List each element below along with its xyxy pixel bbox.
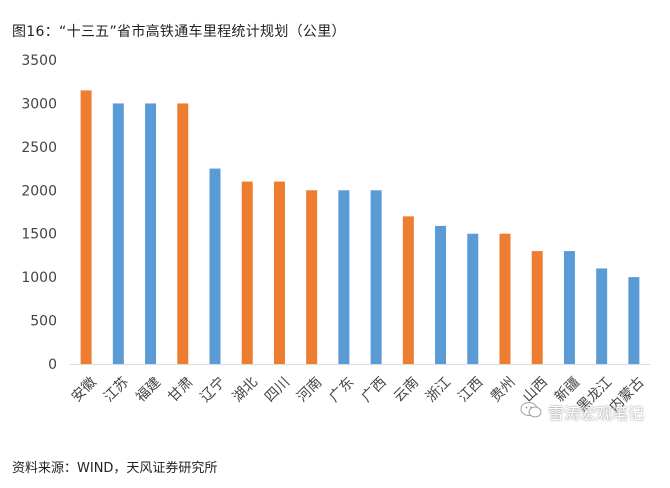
figure-title: 图16：“十三五”省市高铁通车里程统计规划（公里）: [12, 24, 346, 40]
bar-江西: [467, 233, 479, 364]
bar-河南: [306, 190, 318, 364]
bar-湖北: [241, 181, 253, 364]
bar-chart: 0 500 1000 1500 2000 2500 3000 3500 安徽 江苏 福建 甘肃 辽宁湖…: [21, 53, 650, 415]
bar-广西: [370, 190, 382, 364]
bar-安徽: [80, 90, 92, 365]
y-tick-label: 2000: [21, 183, 57, 199]
bar-广东: [338, 190, 350, 364]
bar-福建: [145, 103, 157, 364]
y-axis: 0 500 1000 1500 2000 2500 3000 3500: [21, 53, 57, 373]
x-tick-label: 辽宁: [197, 374, 229, 406]
y-tick-label: 500: [30, 314, 57, 330]
wechat-icon: [520, 401, 542, 423]
bar-贵州: [499, 233, 511, 364]
y-tick-label: 3500: [21, 53, 57, 69]
watermark: 雪涛宏观笔记: [520, 400, 644, 424]
y-tick-label: 3000: [21, 96, 57, 112]
x-tick-label: 广东: [326, 374, 357, 405]
x-tick-label: 云南: [391, 374, 422, 405]
x-tick-label: 安徽: [69, 374, 100, 405]
bar-浙江: [435, 225, 447, 364]
y-tick-label: 0: [48, 357, 57, 373]
bar-云南: [402, 216, 414, 364]
source-note: 资料来源：WIND，天风证券研究所: [12, 461, 218, 476]
x-tick-label: 江西: [455, 374, 486, 405]
bar-山西: [531, 251, 543, 364]
y-tick-label: 1500: [21, 227, 57, 243]
x-tick-label: 湖北: [230, 374, 261, 405]
watermark-text: 雪涛宏观笔记: [548, 404, 645, 423]
x-tick-label: 河南: [294, 374, 325, 405]
x-tick-label: 江苏: [101, 374, 132, 405]
bar-内蒙古: [628, 277, 640, 364]
x-tick-label: 浙江: [423, 374, 454, 405]
x-tick-label: 广西: [359, 374, 390, 405]
x-tick-label: 福建: [133, 374, 164, 405]
bar-甘肃: [177, 103, 189, 364]
y-tick-label: 2500: [21, 140, 57, 156]
x-tick-label: 四川: [262, 374, 293, 405]
x-tick-label: 贵州: [487, 374, 518, 405]
y-tick-label: 1000: [21, 270, 57, 286]
bar-江苏: [112, 103, 124, 364]
bar-辽宁: [209, 168, 221, 364]
bars: [80, 90, 640, 365]
x-tick-label: 甘肃: [165, 374, 196, 405]
bar-黑龙江: [596, 268, 608, 364]
bar-四川: [273, 181, 285, 364]
bar-新疆: [563, 251, 575, 364]
